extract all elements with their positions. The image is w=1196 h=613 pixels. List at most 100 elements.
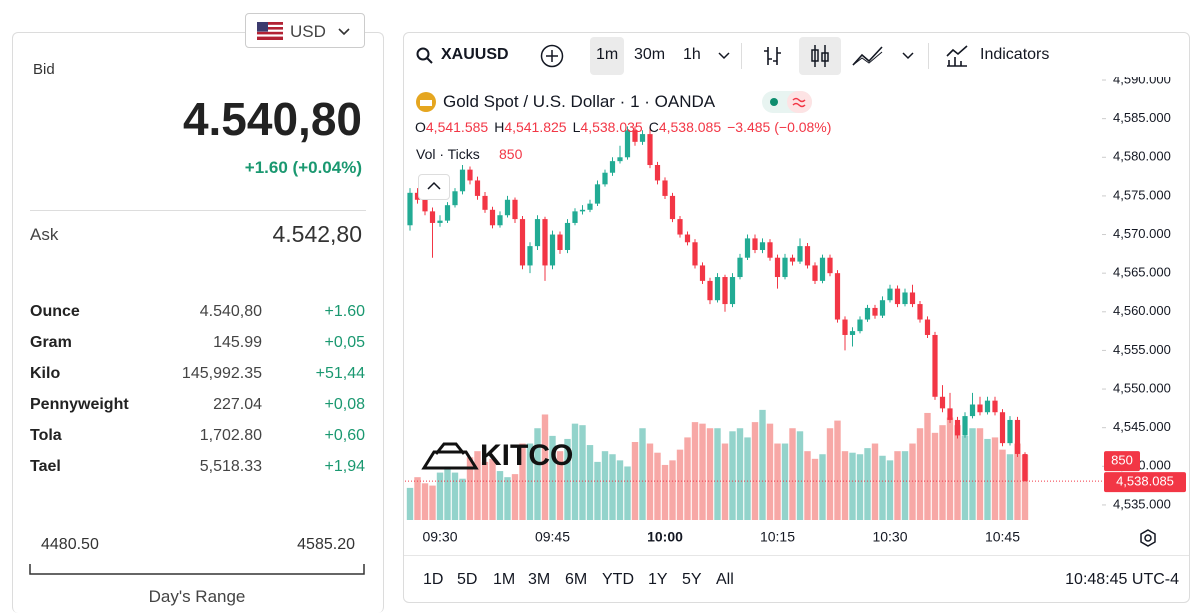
- candle-body: [482, 195, 488, 210]
- volume-badge-label: 850: [1111, 453, 1133, 468]
- volume-bar: [406, 487, 414, 520]
- range-button[interactable]: YTD: [602, 571, 634, 588]
- range-button[interactable]: 6M: [565, 571, 588, 588]
- range-button[interactable]: 1M: [493, 571, 516, 588]
- chevron: [718, 52, 730, 60]
- candle-body: [489, 209, 496, 226]
- add-symbol[interactable]: [540, 44, 564, 68]
- candle-body: [437, 220, 443, 223]
- interval[interactable]: 1h: [683, 46, 701, 63]
- unit-price: 1,702.80: [199, 427, 262, 444]
- volume-bar: [856, 454, 864, 520]
- x-tick-label: 09:30: [422, 529, 457, 545]
- candle-body: [849, 331, 856, 335]
- candle-body: [647, 134, 653, 166]
- candle-style[interactable]: [809, 44, 831, 68]
- currency-select[interactable]: USD: [245, 13, 365, 48]
- x-tick-label: 10:15: [760, 529, 795, 545]
- active-interval: [590, 37, 624, 75]
- candle-body: [542, 219, 548, 266]
- bar-style[interactable]: [762, 45, 784, 67]
- price-badge-label: 4,538.085: [1116, 474, 1174, 489]
- candle-body: [1022, 454, 1028, 482]
- candle-body: [872, 307, 878, 316]
- range-button[interactable]: 5D: [457, 571, 478, 588]
- indicators-icon[interactable]: [945, 44, 969, 68]
- collapse-legend[interactable]: [418, 174, 450, 200]
- candle-body: [782, 257, 788, 278]
- volume-bar: [549, 435, 556, 520]
- indicators[interactable]: Indicators: [980, 46, 1050, 63]
- interval[interactable]: 1m: [596, 46, 619, 63]
- candle-body: [699, 265, 706, 281]
- volume-bar: [421, 483, 429, 520]
- volume-bar: [691, 422, 699, 520]
- x-tick-label: 10:00: [647, 529, 683, 545]
- volume-bar: [984, 438, 991, 520]
- candle-body: [414, 192, 421, 200]
- symbol[interactable]: XAUUSD: [441, 46, 509, 63]
- y-tick-label: 4,565.000: [1113, 265, 1171, 280]
- range-button[interactable]: 1Y: [648, 571, 668, 588]
- candle-body: [752, 238, 758, 250]
- volume-bar: [519, 443, 526, 520]
- volume-bar: [436, 472, 444, 520]
- legend-value: 4,538.085: [658, 119, 722, 135]
- unit-price: 5,518.33: [199, 458, 262, 475]
- volume-bar: [969, 428, 976, 520]
- volume-bar: [571, 423, 579, 520]
- candle-body: [722, 277, 728, 305]
- y-tick-label: 4,535.000: [1113, 496, 1171, 511]
- volume-bar: [414, 477, 421, 520]
- candle-body: [557, 234, 563, 250]
- area-style[interactable]: [852, 45, 884, 67]
- settings-icon[interactable]: [1138, 528, 1158, 548]
- volume-bar: [759, 409, 766, 520]
- volume-bar: [676, 449, 684, 520]
- range-button[interactable]: 1D: [423, 571, 444, 588]
- unit-change: +0,05: [324, 334, 365, 351]
- volume-bar: [909, 443, 916, 520]
- range-button[interactable]: 3M: [528, 571, 551, 588]
- volume-bar: [939, 425, 946, 520]
- y-tick-label: 4,585.000: [1113, 110, 1171, 125]
- clock: 10:48:45 UTC-4: [1065, 571, 1179, 588]
- gold-icon: [416, 92, 436, 112]
- y-tick-label: 4,580.000: [1113, 149, 1171, 164]
- volume-bar: [789, 428, 796, 520]
- unit-price: 145.99: [213, 334, 262, 351]
- volume-bar: [714, 428, 721, 520]
- candle-body: [467, 169, 473, 181]
- volume-bar: [586, 445, 594, 520]
- candle-body: [789, 257, 796, 262]
- candle-body: [609, 161, 616, 173]
- volume-bar: [999, 449, 1006, 520]
- range-button[interactable]: 5Y: [682, 571, 702, 588]
- range-low: 4480.50: [41, 536, 99, 553]
- volume-bar: [736, 428, 744, 520]
- candle-body: [947, 408, 953, 420]
- candle-body: [669, 195, 676, 220]
- volume-bar: [894, 451, 901, 520]
- volume-bar: [579, 425, 586, 520]
- candle-body: [587, 203, 593, 210]
- divider: [928, 43, 929, 69]
- volume-bar: [766, 423, 774, 520]
- interval[interactable]: 30m: [634, 46, 666, 63]
- candle-body: [474, 180, 481, 196]
- volume-bar: [849, 452, 856, 520]
- y-tick-label: 4,575.000: [1113, 187, 1171, 202]
- candle-body: [504, 199, 511, 216]
- ask-price: 4.542,80: [272, 221, 362, 247]
- status-icons: [770, 91, 812, 113]
- volume-bar: [834, 420, 841, 520]
- volume-bar: [556, 451, 564, 520]
- volume-bar: [976, 428, 984, 520]
- volume-bar: [631, 442, 639, 520]
- candle-body: [632, 130, 638, 142]
- kitco-logo: [421, 442, 479, 470]
- volume-bar: [961, 435, 969, 520]
- range-button[interactable]: All: [716, 571, 734, 588]
- volume-bar: [1006, 454, 1014, 520]
